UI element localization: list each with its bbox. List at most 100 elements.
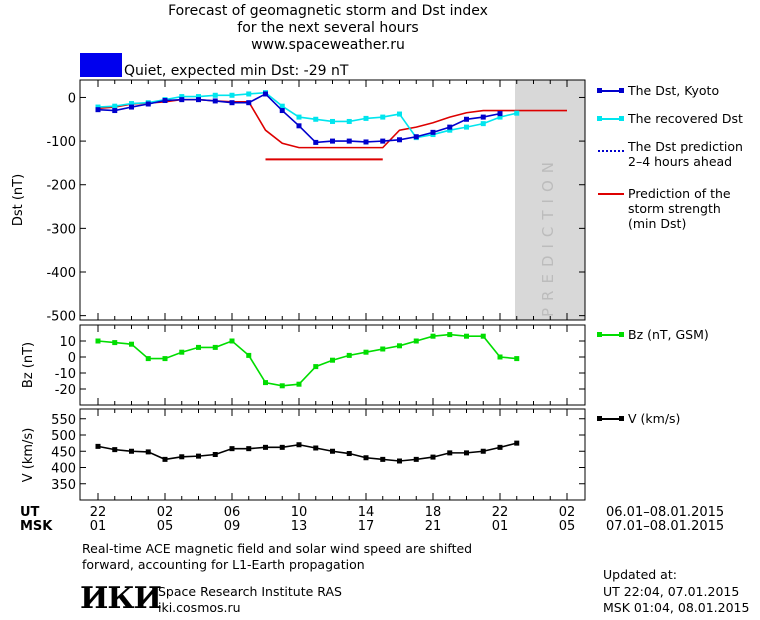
msk-tick-label: 01 — [492, 519, 509, 534]
ut-tick-label: 06 — [224, 505, 241, 520]
msk-date-range: 07.01–08.01.2015 — [606, 519, 724, 534]
speed-point — [430, 454, 436, 460]
chart-title: Forecast of geomagnetic storm and Dst in… — [168, 3, 488, 19]
dst-kyoto-point — [430, 129, 436, 135]
dst-kyoto-point — [330, 138, 335, 144]
bz-point — [212, 344, 218, 350]
dst-recovered-point — [497, 114, 503, 120]
dst-recovered-point — [179, 94, 185, 100]
dst-recovered-point — [346, 118, 352, 124]
y-tick-label: 350 — [51, 478, 76, 493]
dst-recovered-point — [196, 94, 201, 100]
prediction-label: PREDICTION — [539, 155, 557, 317]
legend-dst-kyoto: The Dst, Kyoto — [627, 83, 719, 98]
speed-point — [413, 456, 419, 462]
speed-plot — [95, 440, 520, 464]
bz-frame — [79, 324, 586, 406]
y-tick-label: 450 — [51, 445, 76, 460]
institute-website[interactable]: iki.cosmos.ru — [158, 600, 241, 615]
dst-recovered-point — [480, 121, 486, 127]
bz-point — [95, 338, 101, 344]
dst-kyoto-point — [346, 138, 352, 144]
msk-tick-label: 21 — [425, 519, 442, 534]
ut-axis-label: UT — [20, 505, 40, 520]
site-url[interactable]: www.spaceweather.ru — [251, 37, 405, 53]
dst-axis-label: Dst (nT) — [11, 174, 26, 226]
speed-point — [162, 456, 168, 462]
ut-tick-label: 02 — [559, 505, 576, 520]
y-tick-label: -20 — [55, 383, 76, 398]
speed-point — [129, 448, 134, 454]
bz-point — [313, 364, 319, 370]
bz-panel: 100-10-20 Bz (nT) — [21, 324, 586, 406]
dst-kyoto-point — [464, 116, 469, 122]
dst-kyoto-point — [179, 97, 185, 103]
dst-recovered-point — [397, 111, 402, 117]
dst-y-axis: 0 -100 -200 -300 -400 -500 — [46, 91, 585, 325]
speed-axis-label: V (km/s) — [21, 428, 36, 483]
dst-recovered-point — [447, 127, 453, 133]
bz-point — [363, 349, 369, 355]
dst-recovered-point — [380, 114, 386, 120]
dst-kyoto-point — [145, 101, 151, 107]
y-tick-label: 550 — [51, 413, 76, 428]
dst-recovered-point — [363, 115, 369, 121]
dst-recovered-point — [212, 92, 218, 98]
speed-point — [480, 448, 486, 454]
dst-kyoto-point — [129, 104, 134, 110]
y-tick-label: -400 — [46, 266, 76, 281]
ut-date-range: 06.01–08.01.2015 — [606, 505, 724, 520]
speed-line — [97, 442, 517, 462]
dst-kyoto-point — [229, 100, 235, 106]
speed-point — [145, 449, 151, 455]
updated-msk: MSK 01:04, 08.01.2015 — [603, 600, 750, 615]
bz-point — [480, 333, 486, 339]
bz-point — [330, 357, 335, 363]
bz-point — [346, 352, 352, 358]
speed-point — [313, 445, 319, 451]
dst-recovered-point — [330, 118, 335, 124]
speed-point — [112, 447, 118, 453]
bz-point — [413, 338, 419, 344]
ut-tick-label: 10 — [291, 505, 308, 520]
speed-point — [229, 446, 235, 452]
dst-panel: PREDICTION 0 -100 -200 -300 -400 -500 Dst (nT… — [11, 79, 586, 325]
bz-point — [162, 356, 168, 362]
chart-subtitle: for the next several hours — [237, 20, 419, 36]
bz-point — [263, 380, 268, 386]
speed-point — [196, 453, 201, 459]
bz-point — [179, 349, 185, 355]
bz-point — [380, 346, 386, 352]
status-text: Quiet, expected min Dst: -29 nT — [124, 63, 349, 79]
dst-kyoto-point — [196, 97, 201, 103]
legend-speed: V (km/s) — [628, 411, 680, 426]
speed-point — [464, 450, 469, 456]
speed-point — [397, 458, 402, 464]
prediction-band — [515, 80, 585, 320]
updated-ut: UT 22:04, 07.01.2015 — [603, 584, 740, 599]
y-tick-label: -100 — [46, 135, 76, 150]
speed-point — [514, 440, 520, 446]
msk-tick-label: 01 — [90, 519, 107, 534]
speed-point — [346, 451, 352, 457]
msk-tick-label: 05 — [559, 519, 576, 534]
dst-kyoto-point — [162, 98, 168, 104]
msk-axis-label: MSK — [20, 519, 53, 534]
dst-recovered-point — [279, 103, 285, 109]
dst-kyoto-point — [95, 107, 101, 113]
dst-recovered-point — [514, 110, 520, 116]
dst-recovered-point — [246, 91, 252, 97]
updated-label: Updated at: — [603, 567, 677, 582]
ut-tick-label: 14 — [358, 505, 375, 520]
ut-tick-label: 22 — [90, 505, 107, 520]
bz-point — [514, 356, 520, 362]
speed-legend: V (km/s) — [597, 411, 680, 426]
speed-point — [330, 448, 335, 454]
y-tick-label: -10 — [55, 367, 76, 382]
y-tick-label: 400 — [51, 462, 76, 477]
dst-kyoto-point — [313, 139, 319, 145]
dst-recovered-point — [296, 114, 302, 120]
y-tick-label: 0 — [68, 351, 76, 366]
bz-y-axis: 100-10-20 — [55, 335, 585, 398]
